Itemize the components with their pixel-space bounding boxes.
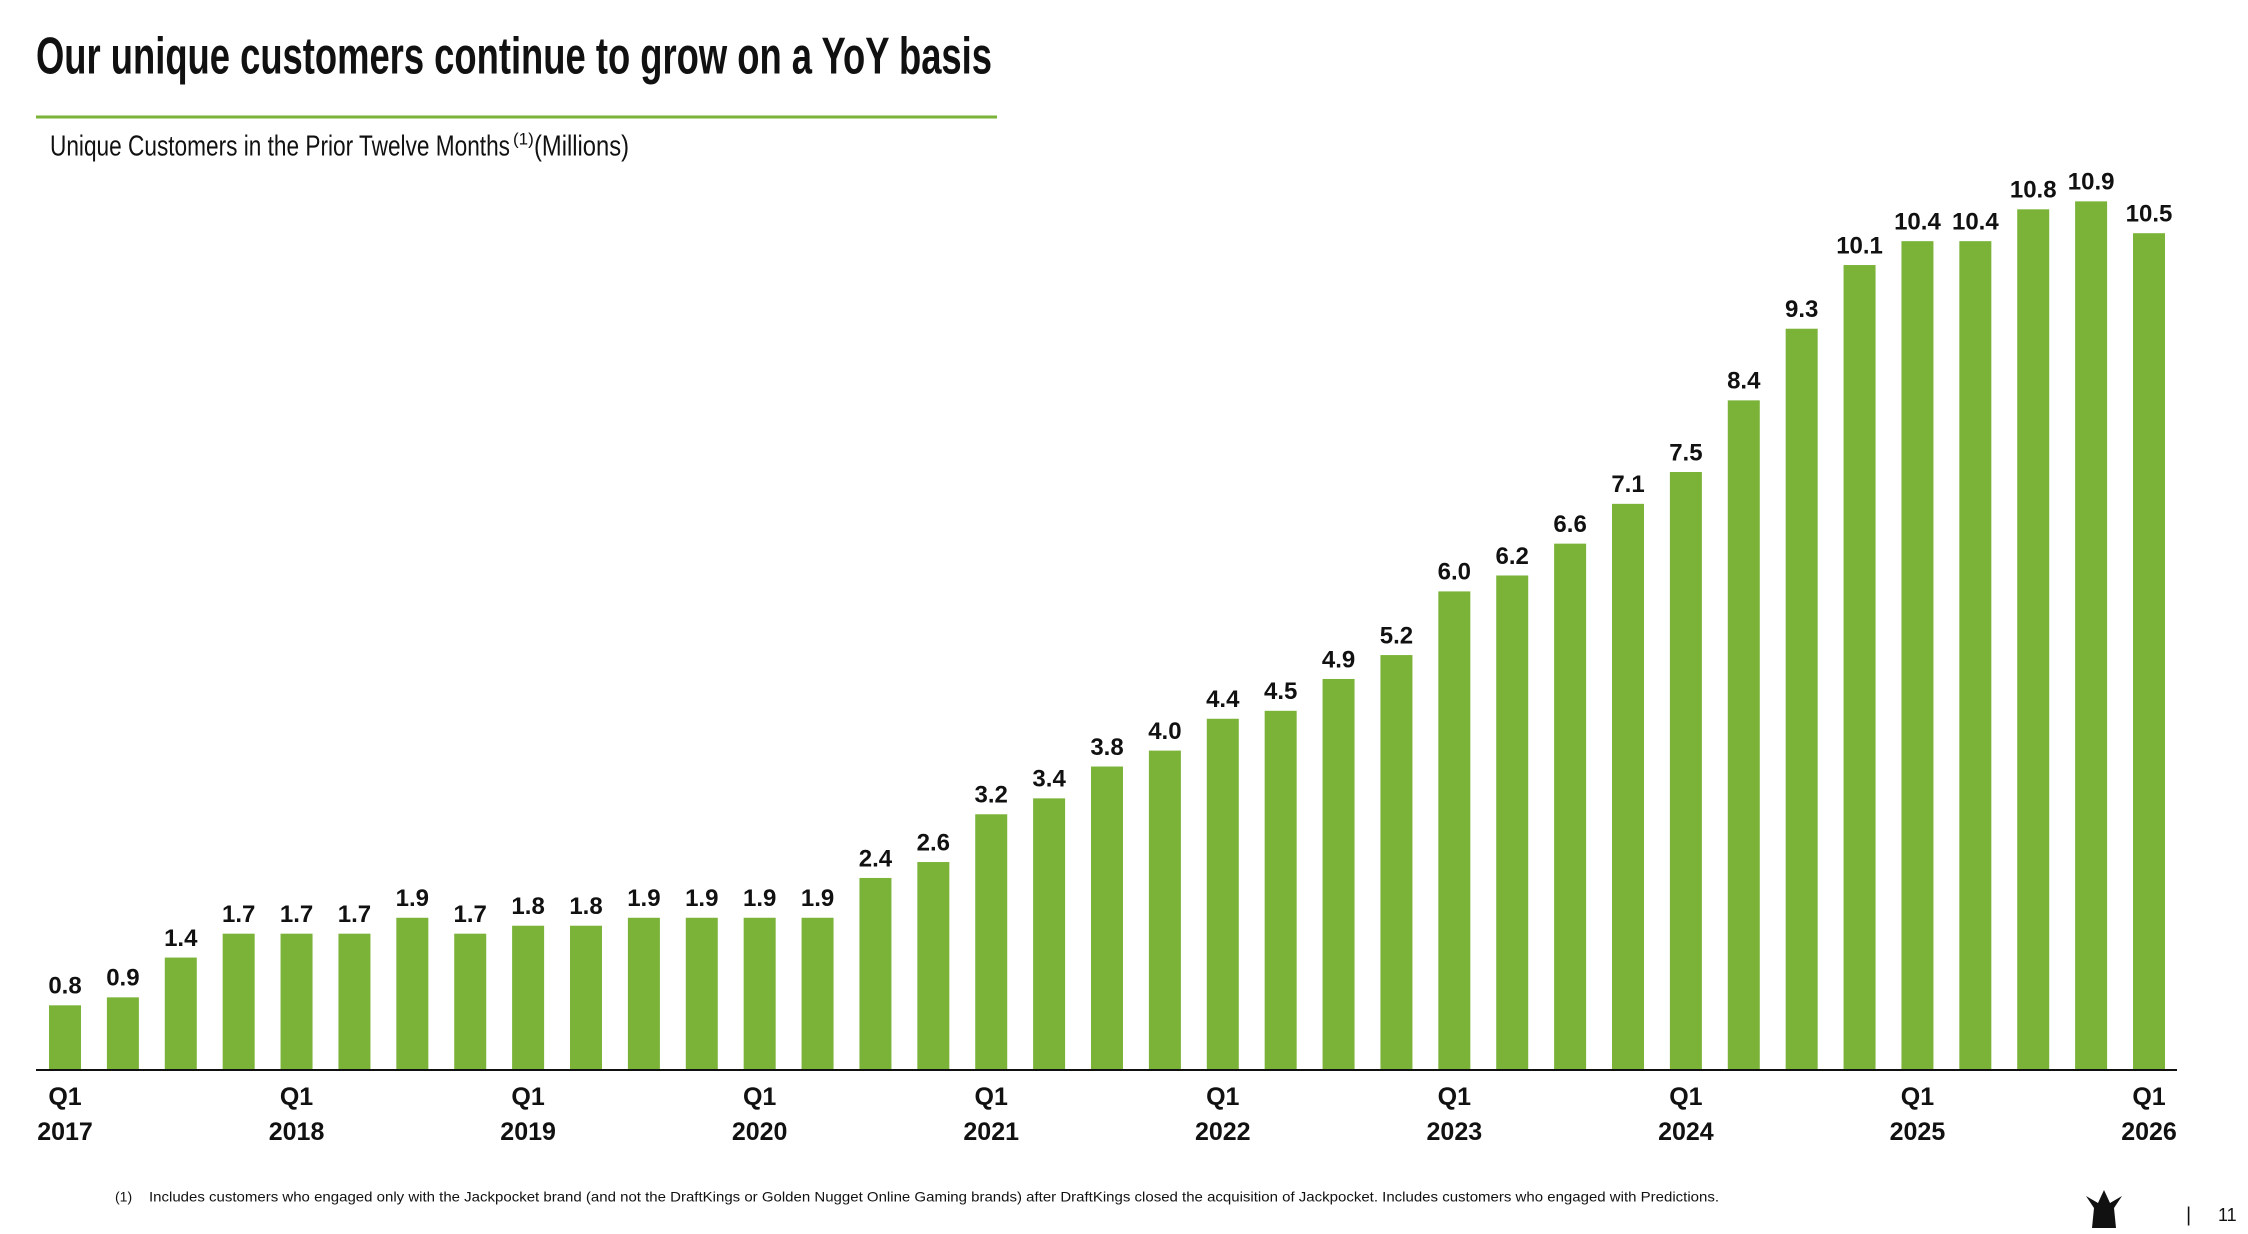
footnote-text: Includes customers who engaged only with…	[149, 1189, 1719, 1205]
bar	[396, 917, 429, 1069]
bar	[627, 917, 660, 1069]
x-tick-label: Q1 2024	[1658, 1083, 1714, 1146]
bar	[685, 917, 718, 1069]
bar	[1206, 718, 1239, 1069]
bar	[2075, 201, 2108, 1070]
value-label: 7.5	[1669, 439, 1702, 466]
bar	[1785, 328, 1818, 1070]
bar	[164, 957, 197, 1069]
bar	[222, 933, 255, 1069]
value-label: 10.1	[1836, 232, 1883, 259]
bar	[1612, 503, 1644, 1070]
x-tick-label: Q1 2021	[963, 1083, 1020, 1146]
value-label: 1.7	[338, 901, 371, 928]
value-label: 1.9	[685, 885, 718, 912]
value-label: 5.2	[1380, 622, 1413, 649]
value-label: 3.4	[1032, 766, 1066, 793]
bar	[1438, 591, 1471, 1069]
x-tick-label: Q1 2026	[2121, 1083, 2177, 1146]
value-label: 2.4	[859, 845, 893, 872]
value-label: 1.7	[454, 901, 487, 928]
x-tick-label: Q1 2025	[1889, 1083, 1946, 1146]
bar	[743, 917, 776, 1069]
page-number: 11	[2218, 1205, 2237, 1225]
slide-title: Our unique customers continue to grow on…	[36, 28, 992, 86]
value-label: 10.4	[1952, 209, 1999, 236]
bar	[106, 997, 139, 1069]
bar	[1322, 678, 1355, 1069]
value-label: 6.6	[1553, 511, 1586, 538]
x-tick-label: Q1 2023	[1426, 1083, 1483, 1146]
bar	[1496, 575, 1529, 1069]
value-label: 7.1	[1611, 471, 1644, 498]
value-label: 1.9	[396, 885, 429, 912]
bar	[917, 862, 950, 1069]
bar	[1380, 655, 1413, 1069]
x-tick-label: Q1 2018	[268, 1083, 325, 1146]
value-label: 10.5	[2126, 201, 2173, 228]
bar	[1148, 750, 1181, 1069]
value-label: 0.8	[48, 973, 81, 1000]
value-label: 1.9	[801, 885, 834, 912]
subtitle-unit: (Millions)	[534, 131, 629, 163]
bar	[280, 933, 313, 1069]
value-label: 0.9	[106, 965, 139, 992]
value-label: 8.4	[1727, 368, 1761, 395]
value-label: 9.3	[1785, 296, 1818, 323]
value-label: 1.7	[222, 901, 255, 928]
value-label: 4.5	[1264, 678, 1297, 705]
bar	[2133, 233, 2165, 1069]
value-label: 1.8	[569, 893, 602, 920]
bar	[975, 814, 1008, 1069]
value-label: 1.9	[627, 885, 660, 912]
value-label: 4.9	[1322, 646, 1355, 673]
bar	[338, 933, 371, 1069]
page-separator: |	[2186, 1204, 2191, 1226]
value-label: 10.9	[2068, 169, 2115, 196]
value-label: 3.2	[975, 782, 1008, 809]
bar	[1727, 400, 1760, 1069]
value-label: 4.4	[1206, 686, 1240, 713]
bar	[570, 925, 602, 1069]
x-tick-label: Q1 2022	[1194, 1083, 1251, 1146]
value-label: 1.4	[164, 925, 198, 952]
value-label: 3.8	[1090, 734, 1123, 761]
value-label: 6.2	[1496, 543, 1529, 570]
bar	[1554, 543, 1587, 1069]
x-tick-label: Q1 2019	[500, 1083, 556, 1146]
bar	[1843, 265, 1876, 1069]
bar	[512, 925, 545, 1069]
value-label: 10.8	[2010, 177, 2057, 204]
bar	[859, 877, 892, 1069]
value-label: 1.8	[511, 893, 544, 920]
bar	[1264, 710, 1297, 1069]
value-label: 10.4	[1894, 209, 1941, 236]
bar	[1091, 766, 1123, 1069]
value-label: 4.0	[1148, 718, 1181, 745]
value-label: 2.6	[917, 829, 950, 856]
value-label: 6.0	[1438, 559, 1471, 586]
bar	[49, 1005, 81, 1069]
subtitle-note: (1)	[513, 129, 534, 148]
bar	[1959, 241, 1992, 1069]
x-tick-label: Q1 2017	[37, 1083, 93, 1146]
footnote-marker: (1)	[115, 1189, 132, 1205]
bar	[1901, 241, 1934, 1069]
value-label: 1.9	[743, 885, 776, 912]
bar	[801, 917, 834, 1069]
logo	[2086, 1190, 2122, 1228]
x-tick-label: Q1 2020	[731, 1083, 788, 1146]
bar	[1033, 798, 1066, 1069]
value-label: 1.7	[280, 901, 313, 928]
bar	[2017, 209, 2050, 1069]
chart-subtitle: Unique Customers in the Prior Twelve Mon…	[50, 131, 510, 163]
bar	[454, 933, 487, 1069]
bar	[1669, 472, 1702, 1069]
